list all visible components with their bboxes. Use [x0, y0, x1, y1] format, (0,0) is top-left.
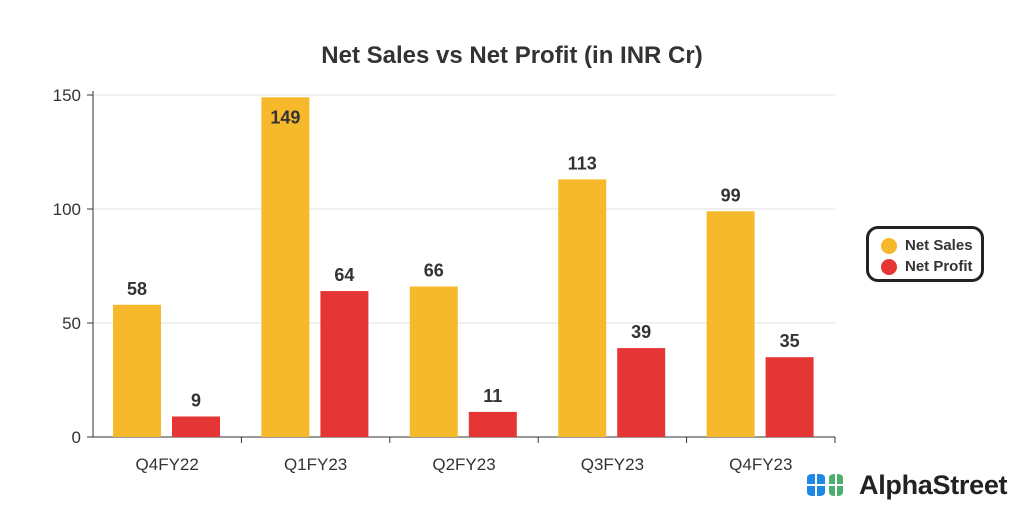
logo-icon: [807, 473, 843, 496]
chart-title: Net Sales vs Net Profit (in INR Cr): [321, 42, 702, 69]
bar-net-profit: [765, 357, 814, 437]
legend: Net Sales Net Profit: [866, 226, 984, 282]
legend-label: Net Profit: [905, 258, 973, 275]
data-label: 58: [127, 279, 147, 299]
data-label: 11: [483, 386, 502, 406]
y-tick-label: 0: [72, 428, 81, 447]
data-label: 99: [721, 185, 741, 205]
data-label: 113: [568, 153, 597, 173]
y-tick-label: 50: [62, 314, 81, 333]
x-tick-label: Q4FY22: [136, 455, 199, 474]
alphastreet-logo: AlphaStreet: [805, 470, 1008, 501]
bar-net-profit: [617, 348, 666, 437]
bar-net-sales: [409, 286, 458, 437]
legend-swatch: [881, 258, 897, 275]
bar-net-sales: [113, 304, 161, 437]
y-tick-label: 150: [53, 86, 81, 105]
bar-net-sales: [261, 97, 310, 437]
bar-net-profit: [468, 411, 517, 437]
legend-swatch: [881, 237, 897, 254]
x-tick-label: Q1FY23: [284, 455, 347, 474]
bar-net-sales: [558, 179, 607, 438]
legend-item-net-sales: Net Sales: [881, 235, 981, 256]
logo-text: AlphaStreet: [859, 470, 1008, 500]
data-label: 35: [780, 331, 800, 351]
data-label: 149: [270, 107, 300, 127]
data-label: 39: [631, 322, 651, 342]
data-label: 64: [334, 265, 354, 285]
y-tick-label: 100: [53, 200, 81, 219]
bar-net-profit: [320, 291, 369, 437]
x-tick-label: Q4FY23: [729, 455, 792, 474]
legend-item-net-profit: Net Profit: [881, 256, 981, 277]
bar-net-sales: [706, 211, 755, 437]
bar-net-profit: [172, 416, 220, 437]
data-label: 9: [191, 390, 201, 410]
x-tick-label: Q2FY23: [432, 455, 495, 474]
data-label: 66: [424, 261, 444, 281]
x-tick-label: Q3FY23: [581, 455, 644, 474]
legend-label: Net Sales: [905, 237, 973, 254]
